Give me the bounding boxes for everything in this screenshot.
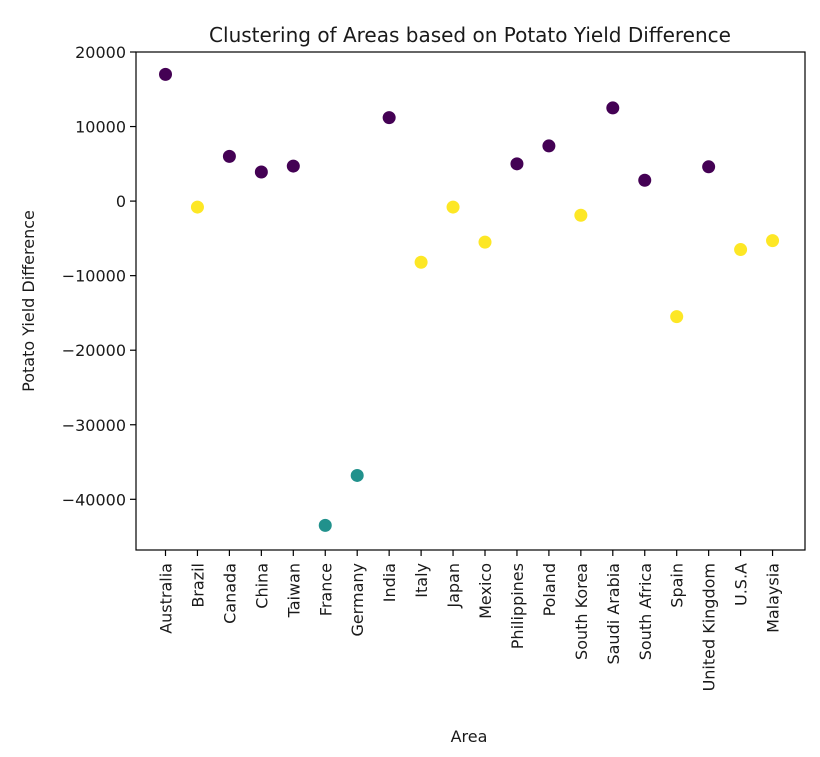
- data-point: [702, 160, 716, 174]
- data-point: [382, 111, 396, 125]
- data-point: [446, 200, 460, 214]
- x-tick-label: Japan: [444, 563, 463, 609]
- chart-title: Clustering of Areas based on Potato Yiel…: [209, 23, 731, 47]
- x-tick-label: France: [316, 563, 335, 616]
- x-tick-label: Australia: [157, 563, 176, 634]
- x-tick-label: South Korea: [572, 563, 591, 660]
- x-tick-label: Germany: [348, 563, 367, 637]
- x-tick-label: Mexico: [476, 563, 495, 619]
- data-point: [318, 518, 332, 532]
- y-tick-label: −20000: [62, 341, 126, 360]
- plot-area-frame: [135, 51, 806, 551]
- x-tick-label: India: [380, 563, 399, 602]
- data-point: [190, 200, 204, 214]
- data-point: [350, 468, 364, 482]
- x-axis-ticks: Australia Brazil Canada China Taiwan France Ge…: [157, 550, 783, 691]
- data-point: [670, 310, 684, 324]
- y-tick-label: −30000: [62, 416, 126, 435]
- x-tick-label: Canada: [220, 563, 239, 624]
- y-axis-label: Potato Yield Difference: [19, 210, 38, 392]
- x-tick-label: Italy: [412, 563, 431, 598]
- x-tick-label: Taiwan: [284, 563, 303, 618]
- x-tick-label: United Kingdom: [700, 563, 719, 691]
- data-point: [542, 139, 556, 153]
- data-point: [414, 255, 428, 269]
- x-tick-label: China: [252, 563, 271, 609]
- data-points: [159, 67, 780, 532]
- y-axis-ticks: 20000 10000 0 −10000 −20000 −30000 −40000: [62, 43, 136, 509]
- y-tick-label: 10000: [75, 118, 126, 137]
- x-tick-label: Saudi Arabia: [604, 563, 623, 665]
- data-point: [606, 101, 620, 115]
- data-point: [510, 157, 524, 171]
- data-point: [159, 67, 172, 81]
- x-tick-label: Philippines: [508, 563, 527, 649]
- x-tick-label: Poland: [540, 563, 559, 616]
- data-point: [254, 165, 268, 179]
- y-tick-label: −10000: [62, 267, 126, 286]
- x-tick-label: Spain: [668, 563, 687, 608]
- data-point: [734, 243, 748, 257]
- x-tick-label: Brazil: [188, 563, 207, 608]
- data-point: [286, 159, 300, 173]
- x-tick-label: Malaysia: [764, 563, 783, 633]
- data-point: [638, 173, 652, 187]
- data-point: [574, 208, 588, 222]
- y-tick-label: 0: [116, 192, 126, 211]
- data-point: [478, 235, 492, 249]
- data-point: [222, 149, 236, 163]
- data-point: [766, 234, 780, 248]
- y-tick-label: 20000: [75, 43, 126, 62]
- y-tick-label: −40000: [62, 490, 126, 509]
- x-axis-label: Area: [451, 727, 488, 746]
- x-tick-label: South Africa: [636, 563, 655, 660]
- x-tick-label: U.S.A: [732, 563, 751, 606]
